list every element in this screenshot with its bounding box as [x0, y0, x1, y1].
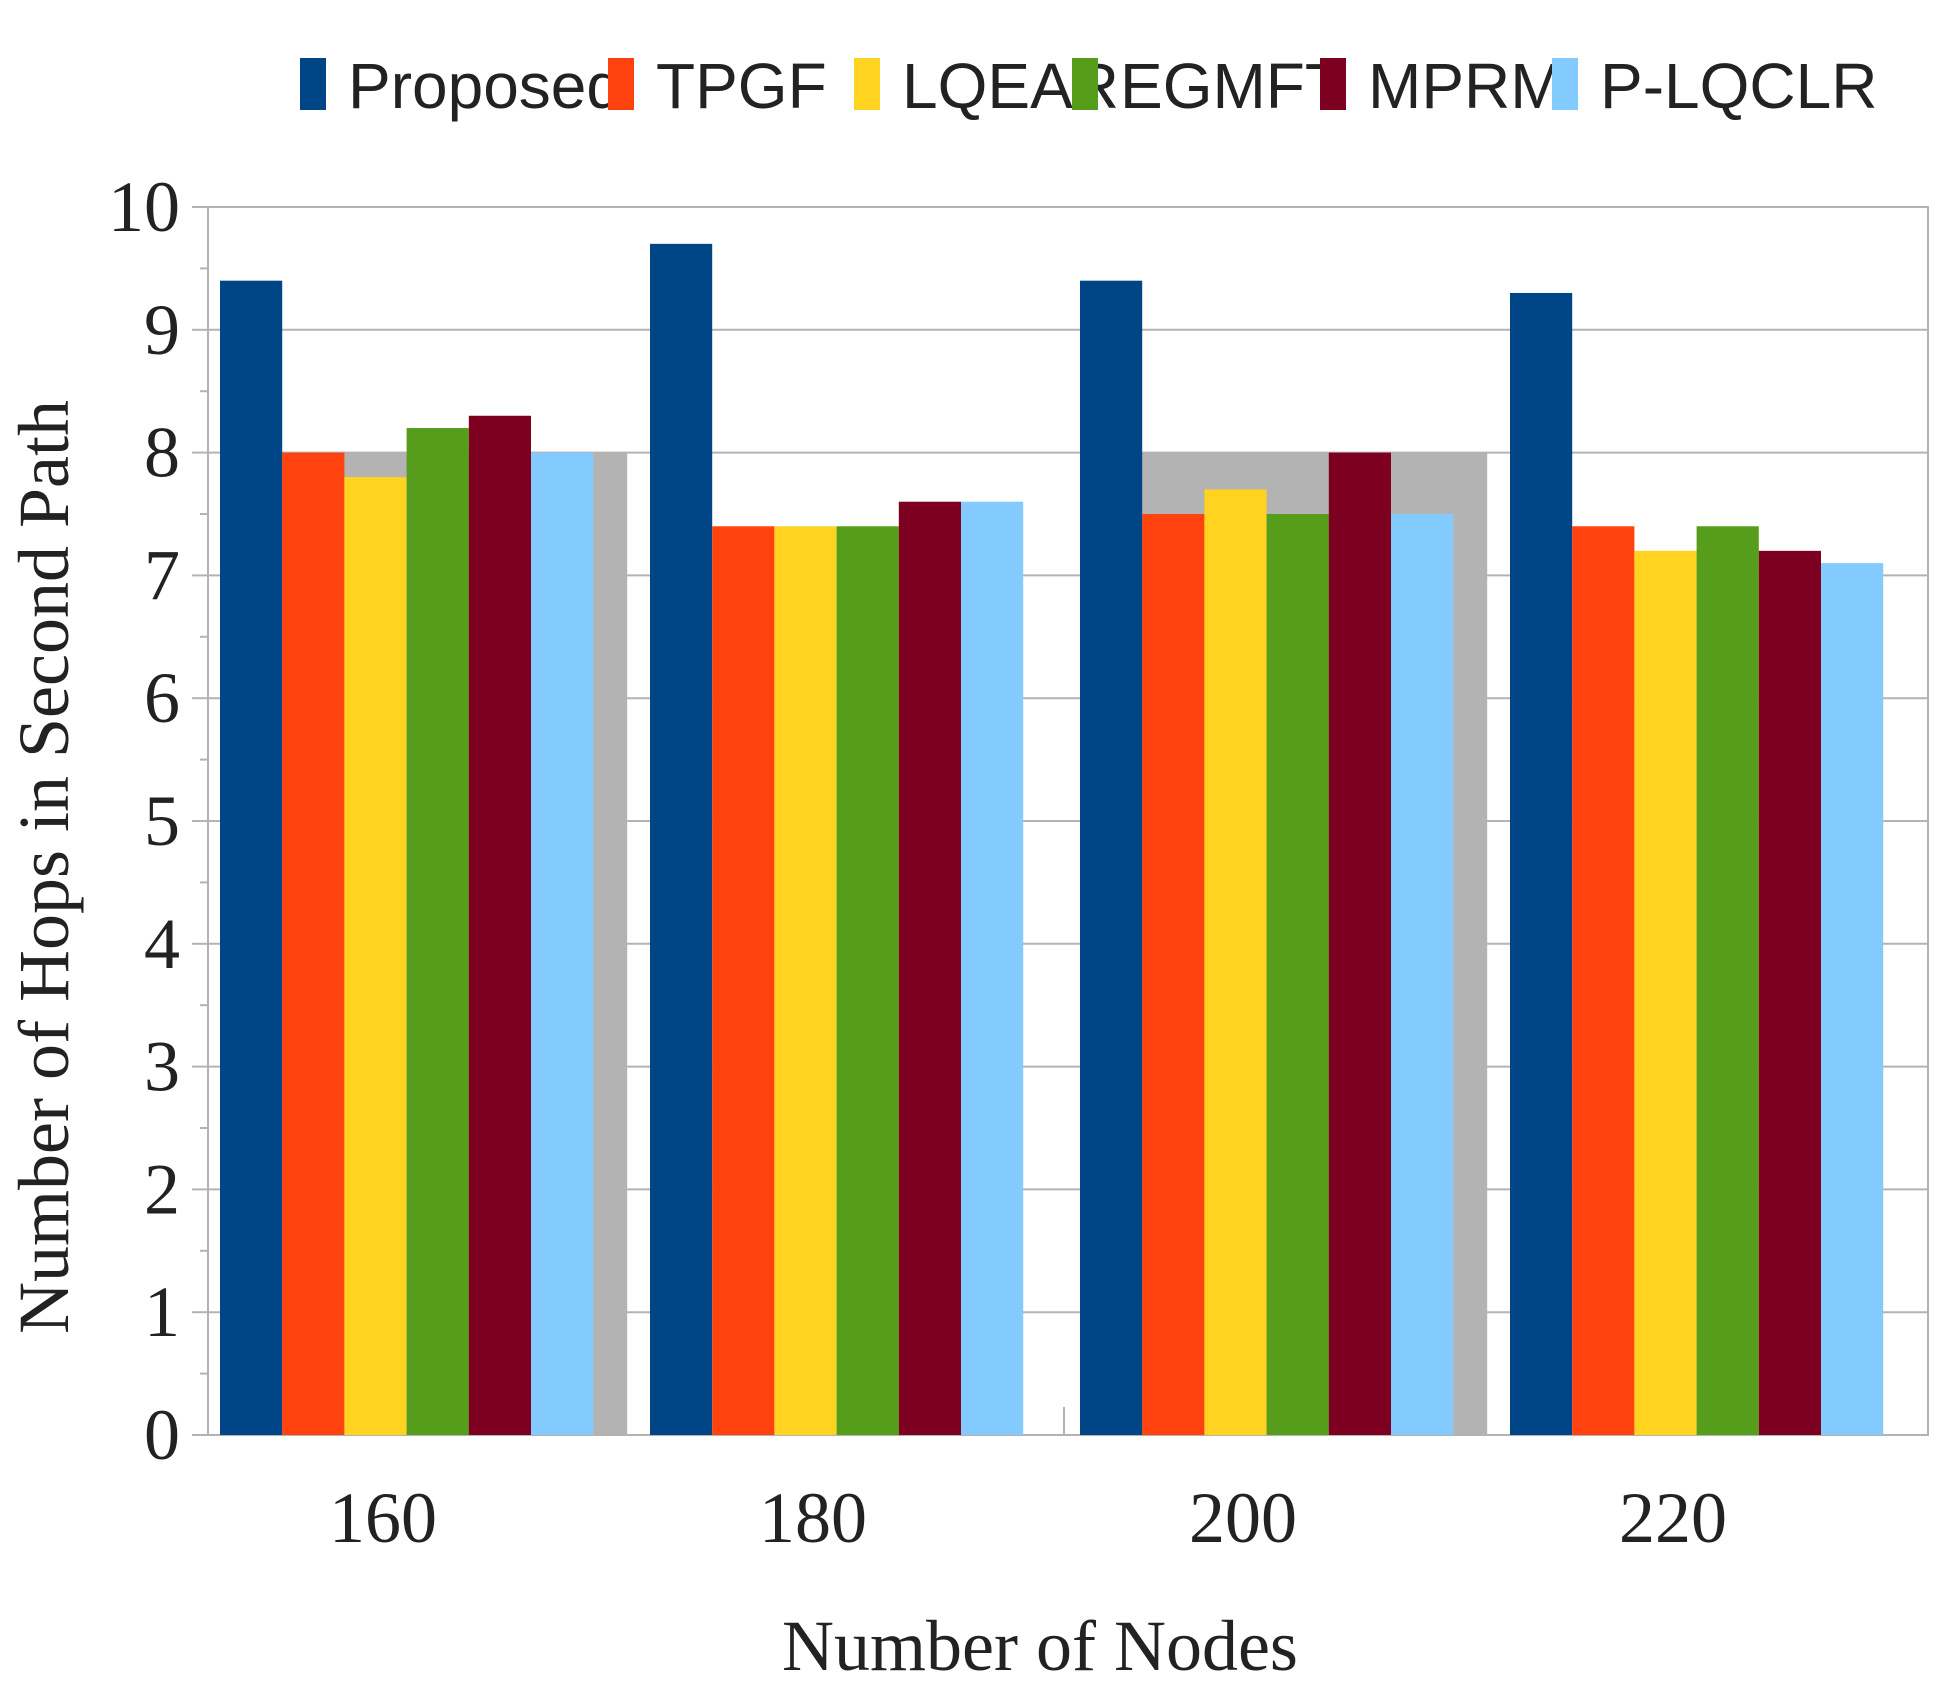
bar-p-lqclr-160: [531, 452, 594, 1436]
bar-mprm-220: [1758, 550, 1821, 1435]
x-tick-label: 220: [1619, 1478, 1727, 1558]
legend-label-mprm: MPRM: [1368, 50, 1564, 122]
bar-mprm-160: [468, 415, 531, 1435]
legend-swatch-p-lqclr: [1552, 58, 1578, 110]
bar-proposed-180: [650, 243, 713, 1436]
legend: Proposed TPGF LQEAR EGMFT MPRM P-LQCLR: [300, 50, 1877, 122]
legend-label-proposed: Proposed: [348, 50, 622, 122]
bar-proposed-220: [1510, 292, 1573, 1436]
bar-p-lqclr-200: [1391, 514, 1454, 1435]
legend-label-egmft: EGMFT: [1120, 50, 1344, 122]
legend-swatch-egmft: [1072, 58, 1098, 110]
y-tick-label: 1: [144, 1272, 180, 1352]
bar-p-lqclr-180: [961, 501, 1024, 1436]
y-tick-label: 4: [144, 904, 180, 984]
y-tick-label: 8: [144, 413, 180, 493]
y-tick-label: 0: [144, 1395, 180, 1475]
y-tick-label: 6: [144, 658, 180, 738]
y-tick-label: 5: [144, 781, 180, 861]
bar-egmft-200: [1266, 514, 1329, 1435]
bar-mprm-180: [898, 501, 961, 1436]
bar-lqear-160: [344, 477, 407, 1435]
bar-egmft-220: [1696, 526, 1759, 1435]
axes: 0 1 2 3 4 5 6 7 8 9 10 160 180 200 220: [108, 167, 1727, 1558]
x-tick-label: 180: [759, 1478, 867, 1558]
bar-egmft-180: [836, 526, 899, 1435]
x-tick-label: 200: [1189, 1478, 1297, 1558]
bars: [220, 243, 1884, 1436]
y-axis-title: Number of Hops in Second Path: [4, 400, 84, 1334]
y-tick-label: 10: [108, 167, 180, 247]
legend-label-tpgf: TPGF: [656, 50, 827, 122]
bar-proposed-200: [1080, 280, 1143, 1436]
y-tick-label: 2: [144, 1149, 180, 1229]
bar-proposed-160: [220, 280, 283, 1436]
y-tick-label: 9: [144, 290, 180, 370]
legend-swatch-tpgf: [608, 58, 634, 110]
bar-egmft-160: [406, 428, 469, 1435]
x-axis-title: Number of Nodes: [782, 1606, 1298, 1686]
bar-p-lqclr-220: [1821, 563, 1884, 1435]
legend-swatch-lqear: [854, 58, 880, 110]
x-tick-label: 160: [329, 1478, 437, 1558]
legend-label-p-lqclr: P-LQCLR: [1600, 50, 1877, 122]
y-tick-label: 3: [144, 1027, 180, 1107]
bar-tpgf-220: [1572, 526, 1635, 1435]
bar-lqear-200: [1204, 489, 1267, 1435]
bar-tpgf-200: [1142, 514, 1205, 1435]
legend-swatch-proposed: [300, 58, 326, 110]
bar-lqear-180: [774, 526, 837, 1435]
bar-mprm-200: [1328, 452, 1391, 1436]
bar-lqear-220: [1634, 550, 1697, 1435]
y-tick-label: 7: [144, 535, 180, 615]
bar-tpgf-180: [712, 526, 775, 1435]
bar-tpgf-160: [282, 452, 345, 1436]
legend-swatch-mprm: [1320, 58, 1346, 110]
